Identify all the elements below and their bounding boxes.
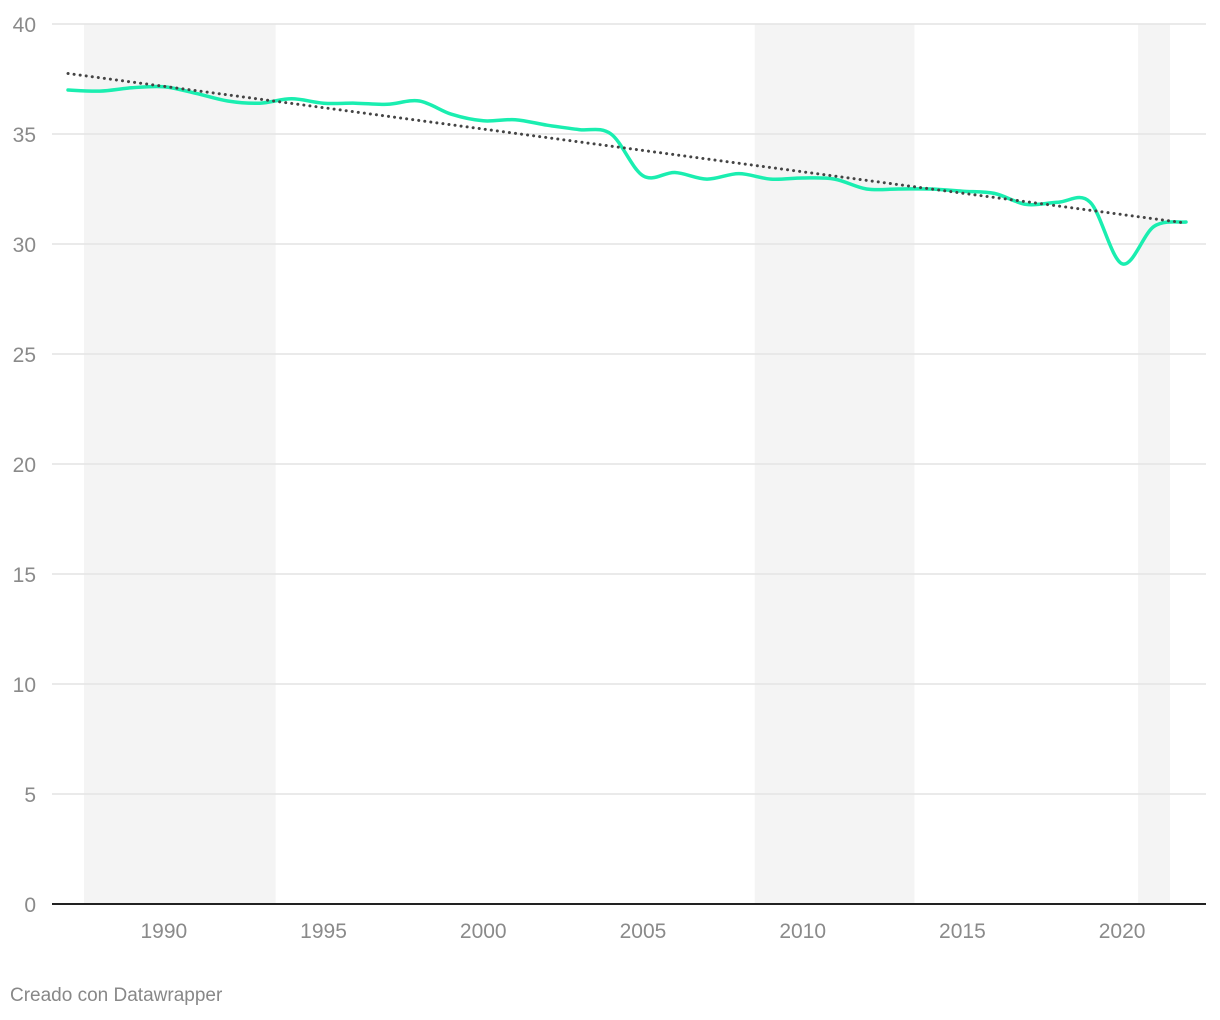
x-tick-label-2015: 2015	[939, 920, 986, 943]
x-tick-label-2010: 2010	[779, 920, 826, 943]
y-axis-tick-labels: 0 5 10 15 20 25 30 35 40	[13, 14, 36, 917]
y-tick-label-15: 15	[13, 564, 36, 587]
y-tick-label-25: 25	[13, 344, 36, 367]
x-tick-label-1990: 1990	[140, 920, 187, 943]
y-tick-label-30: 30	[13, 234, 36, 257]
y-tick-label-35: 35	[13, 124, 36, 147]
footer-credit: Creado con Datawrapper	[10, 985, 223, 1006]
line-chart: 0 5 10 15 20 25 30 35 40 1990 1995 2000 2005 2010 201…	[13, 14, 1206, 943]
y-tick-label-10: 10	[13, 674, 36, 697]
trend-line	[66, 72, 1188, 225]
x-tick-label-1995: 1995	[300, 920, 347, 943]
x-tick-label-2000: 2000	[460, 920, 507, 943]
x-tick-label-2020: 2020	[1099, 920, 1146, 943]
y-tick-label-5: 5	[24, 784, 36, 807]
series-line	[66, 84, 1188, 266]
y-tick-label-20: 20	[13, 454, 36, 477]
gridlines	[52, 23, 1206, 795]
x-axis-tick-labels: 1990 1995 2000 2005 2010 2015 2020	[140, 920, 1145, 943]
y-tick-label-0: 0	[24, 894, 36, 917]
y-tick-label-40: 40	[13, 14, 36, 37]
x-tick-label-2005: 2005	[620, 920, 667, 943]
